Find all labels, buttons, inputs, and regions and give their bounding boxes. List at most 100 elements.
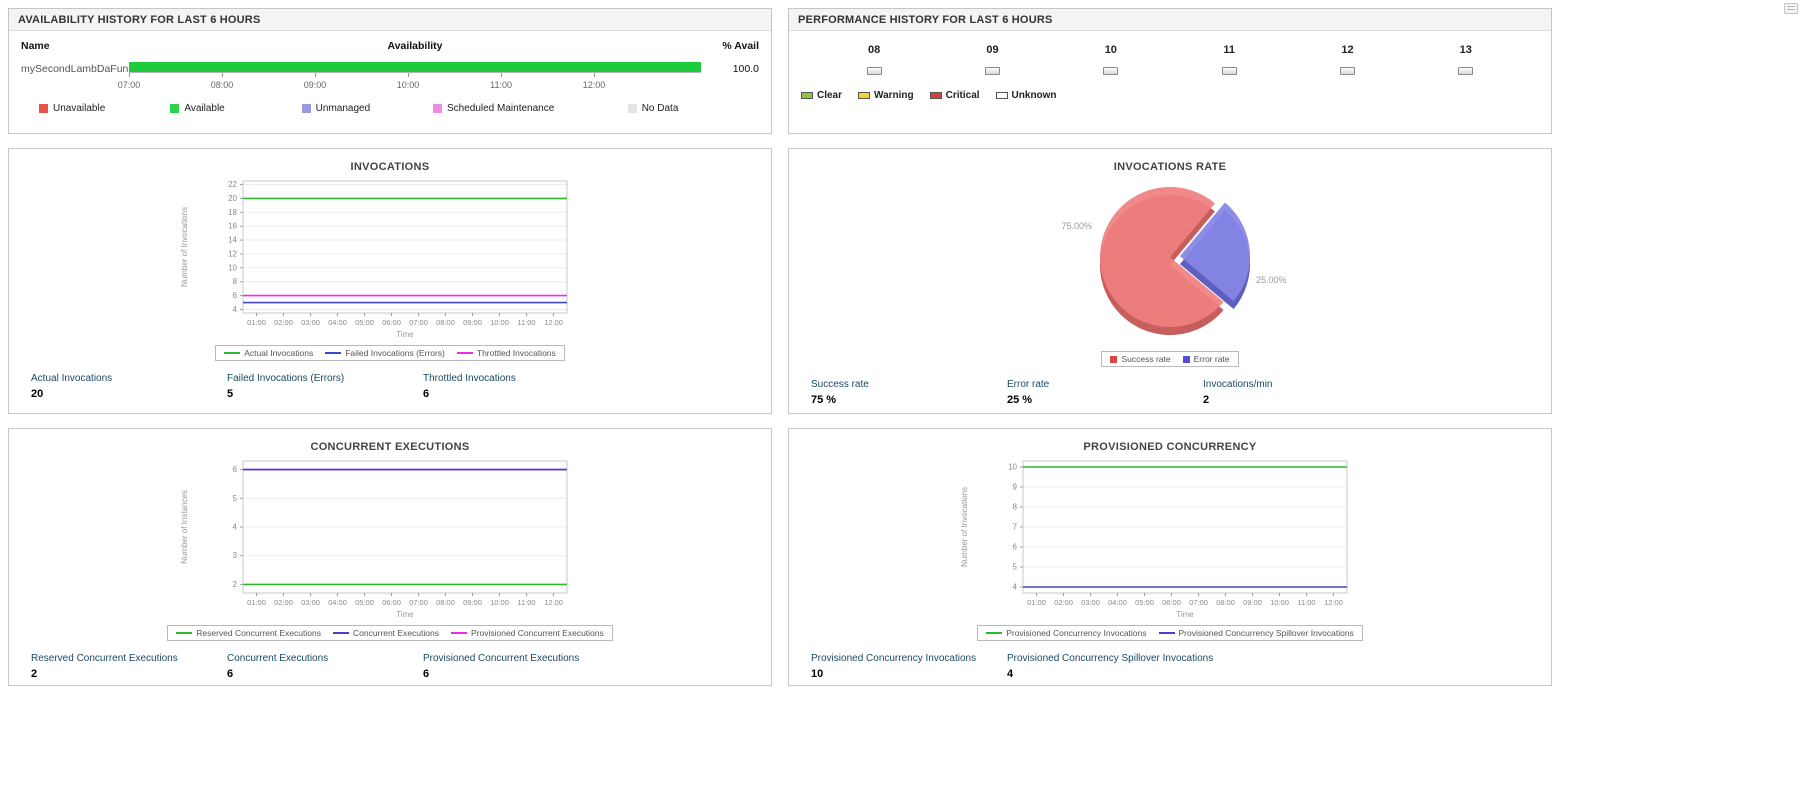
- legend-label: Unavailable: [53, 103, 106, 114]
- hour-status-bar-icon[interactable]: [1458, 67, 1474, 75]
- stat-failed-invocations: Failed Invocations (Errors) 5: [227, 373, 423, 400]
- legend-item-warning: Warning: [858, 90, 914, 101]
- stat-value: 25 %: [1007, 394, 1033, 406]
- hour-status-bar-icon[interactable]: [1339, 67, 1355, 75]
- stat-label: Concurrent Executions: [227, 653, 329, 664]
- legend-label: Reserved Concurrent Executions: [196, 628, 321, 638]
- legend-item: Success rate: [1110, 354, 1171, 364]
- axis-tick-label: 11:00: [490, 80, 512, 90]
- legend-item-scheduled-maintenance: Scheduled Maintenance: [432, 103, 628, 114]
- legend-label: Clear: [817, 90, 843, 101]
- page-options-icon[interactable]: [1784, 3, 1798, 14]
- legend-item-clear: Clear: [801, 90, 842, 101]
- legend-marker-icon: [450, 632, 467, 634]
- availability-table-header: Name Availability % Avail: [9, 31, 771, 55]
- invocations-rate-chart-wrap: INVOCATIONS RATE 75.00% 25.00% Success rat…: [789, 149, 1551, 367]
- chart-legend: Reserved Concurrent Executions Concurrent…: [167, 625, 613, 641]
- svg-text:10:00: 10:00: [490, 598, 509, 607]
- performance-panel-header: PERFORMANCE HISTORY FOR LAST 6 HOURS: [789, 9, 1551, 31]
- svg-text:06:00: 06:00: [382, 318, 401, 327]
- concurrent-executions-chart-wrap: CONCURRENT EXECUTIONS 2 3 4 5 6 01:00 02:00 03:…: [9, 429, 771, 641]
- stat-label: Error rate: [1007, 379, 1050, 390]
- hour-cell: 09: [933, 44, 1051, 75]
- svg-text:12: 12: [228, 249, 237, 258]
- hour-status-bar-icon[interactable]: [866, 67, 882, 75]
- svg-text:Time: Time: [396, 610, 414, 619]
- stat-value: 5: [227, 388, 234, 400]
- legend-item: Throttled Invocations: [456, 348, 556, 358]
- hour-status-bar-icon[interactable]: [984, 67, 1000, 75]
- monitor-name-link[interactable]: mySecondLambDaFunction: [21, 63, 151, 75]
- legend-marker-icon: [332, 632, 349, 634]
- stat-value: 75 %: [811, 394, 837, 406]
- legend-label: Unmanaged: [315, 103, 371, 114]
- stat-label: Provisioned Concurrency Spillover Invoca…: [1007, 653, 1214, 664]
- legend-swatch-icon: [929, 92, 942, 99]
- invocations-chart-wrap: INVOCATIONS 4 6 8 10 12 14 16 18 20 22 01:00 02:00 0…: [9, 149, 771, 361]
- hour-cell: 12: [1288, 44, 1406, 75]
- svg-text:9: 9: [1013, 483, 1018, 492]
- svg-text:06:00: 06:00: [382, 598, 401, 607]
- svg-text:Time: Time: [396, 330, 414, 339]
- availability-bar-zone: 07:00 08:00 09:00 10:00 11:00 12:00: [118, 62, 701, 98]
- legend-label: Error rate: [1193, 354, 1230, 364]
- stat-error-rate: Error rate 25 %: [1007, 379, 1203, 406]
- svg-text:03:00: 03:00: [1081, 598, 1100, 607]
- legend-item-unmanaged: Unmanaged: [301, 103, 433, 114]
- legend-marker-icon: [325, 352, 342, 354]
- legend-item-no-data: No Data: [627, 103, 759, 114]
- stat-value: 4: [1007, 668, 1014, 680]
- availability-panel-header: AVAILABILITY HISTORY FOR LAST 6 HOURS: [9, 9, 771, 31]
- svg-text:4: 4: [233, 523, 238, 532]
- invocations-rate-pie-chart: 75.00% 25.00% Success rate Error rate: [955, 173, 1385, 367]
- svg-text:7: 7: [1013, 523, 1018, 532]
- line-chart-svg: 4 6 8 10 12 14 16 18 20 22 01:00 02:00 03:00 04:00 05:…: [180, 180, 568, 339]
- hour-status-bar-icon[interactable]: [1103, 67, 1119, 75]
- legend-label: Provisioned Concurrent Executions: [470, 628, 604, 638]
- legend-item: Provisioned Concurrent Executions: [450, 628, 604, 638]
- svg-text:10: 10: [228, 263, 237, 272]
- legend-item-unavailable: Unavailable: [39, 103, 170, 114]
- concurrent-executions-chart: 2 3 4 5 6 01:00 02:00 03:00 04:00 05:00 06:00 07:00…: [167, 453, 613, 641]
- legend-item-unknown: Unknown: [995, 90, 1057, 101]
- legend-swatch-icon: [858, 92, 871, 99]
- svg-text:01:00: 01:00: [1027, 598, 1046, 607]
- svg-text:2: 2: [233, 580, 238, 589]
- line-chart-svg: 2 3 4 5 6 01:00 02:00 03:00 04:00 05:00 06:00 07:00…: [180, 460, 568, 619]
- hour-cell: 08: [815, 44, 933, 75]
- hour-label: 10: [1104, 44, 1117, 56]
- legend-marker-icon: [1182, 355, 1190, 363]
- column-header-name: Name: [21, 40, 50, 52]
- svg-text:08:00: 08:00: [436, 598, 455, 607]
- axis-tick: [594, 73, 596, 77]
- stat-value: 10: [811, 668, 824, 680]
- svg-text:11:00: 11:00: [517, 598, 535, 607]
- hour-cell: 11: [1170, 44, 1288, 75]
- svg-text:09:00: 09:00: [1243, 598, 1262, 607]
- chart-title: INVOCATIONS: [350, 161, 430, 173]
- legend-swatch-icon: [39, 104, 48, 113]
- svg-text:07:00: 07:00: [409, 318, 428, 327]
- svg-text:10:00: 10:00: [1270, 598, 1289, 607]
- legend-label: Failed Invocations (Errors): [345, 348, 445, 358]
- svg-text:Number of Instances: Number of Instances: [180, 490, 189, 564]
- stat-label: Invocations/min: [1203, 379, 1273, 390]
- performance-panel-title: PERFORMANCE HISTORY FOR LAST 6 HOURS: [798, 13, 1053, 26]
- hour-label: 09: [986, 44, 999, 56]
- legend-label: Provisioned Concurrency Spillover Invoca…: [1178, 628, 1354, 638]
- availability-axis: 07:00 08:00 09:00 10:00 11:00 12:00: [118, 72, 701, 98]
- legend-item: Failed Invocations (Errors): [325, 348, 445, 358]
- legend-label: Warning: [874, 90, 914, 101]
- legend-swatch-icon: [432, 104, 442, 113]
- svg-text:18: 18: [228, 208, 237, 217]
- svg-text:22: 22: [228, 180, 237, 189]
- svg-text:05:00: 05:00: [355, 598, 374, 607]
- stat-concurrent-executions: Concurrent Executions 6: [227, 653, 423, 680]
- stat-label: Reserved Concurrent Executions: [31, 653, 178, 664]
- legend-label: Provisioned Concurrency Invocations: [1006, 628, 1147, 638]
- stat-value: 2: [31, 668, 38, 680]
- hour-status-bar-icon[interactable]: [1221, 67, 1237, 75]
- legend-label: Critical: [945, 90, 980, 101]
- legend-swatch-icon: [170, 104, 180, 113]
- svg-text:08:00: 08:00: [436, 318, 455, 327]
